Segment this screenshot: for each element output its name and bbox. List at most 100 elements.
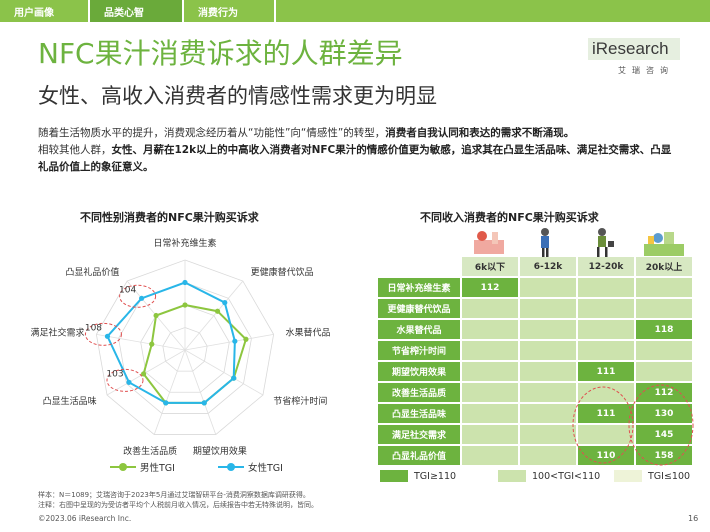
col-header: 12-20k — [578, 257, 634, 276]
table-cell — [578, 299, 634, 318]
table-cell — [520, 425, 576, 444]
col-header: 20k以上 — [636, 257, 692, 276]
footnotes: 样本：N＝1089；艾瑞咨询于2023年5月通过艾瑞智研平台-消费洞察数据库调研… — [38, 491, 558, 510]
radar-grid-ring — [118, 282, 252, 414]
table-cell — [462, 404, 518, 423]
row-label: 日常补充维生素 — [378, 278, 460, 297]
radar-axis-label: 水果替代品 — [285, 326, 330, 338]
legend-label-low: TGI≤100 — [648, 470, 691, 482]
table-cell — [636, 341, 692, 360]
radar-grid-ring — [95, 259, 275, 435]
radar-point — [153, 312, 159, 319]
row-label: 水果替代品 — [378, 320, 460, 339]
table-cell — [520, 383, 576, 402]
table-cell: 130 — [636, 404, 692, 423]
tab-consumer-behavior[interactable]: 消费行为 — [184, 0, 274, 22]
radar-point — [243, 336, 249, 342]
row-label: 改善生活品质 — [378, 383, 460, 402]
radar-grid-ring — [140, 304, 230, 393]
table-row: 改善生活品质 112 — [378, 383, 694, 402]
iresearch-logo: iResearch 艾瑞咨询 — [588, 38, 684, 78]
radar-point — [149, 341, 155, 347]
nav-bar-fill — [276, 0, 710, 22]
radar-spoke — [153, 349, 186, 435]
radar-point — [182, 302, 188, 308]
legend-label-mid: 100<TGI<110 — [532, 470, 601, 482]
table-cell — [462, 320, 518, 339]
mid-low-income-icon — [541, 228, 549, 257]
tab-category-mindset[interactable]: 品类心智 — [90, 0, 182, 22]
table-legend-mid: 100<TGI<110 — [498, 470, 600, 482]
radar-point — [201, 400, 207, 406]
intro-paragraph: 随着生活物质水平的提升，消费观念经历着从“功能性”向“情感性”的转型，消费者自我… — [38, 125, 678, 176]
logo-text: iResearch — [592, 39, 669, 58]
radar-point — [232, 338, 238, 344]
table-cell — [462, 425, 518, 444]
radar-series-line — [142, 303, 248, 404]
radar-grid-ring — [162, 327, 208, 372]
copyright: ©2023.06 iResearch Inc. — [38, 514, 132, 523]
table-cell: 145 — [636, 425, 692, 444]
radar-chart-title: 不同性别消费者的NFC果汁购买诉求 — [80, 211, 259, 224]
table-chart-title: 不同收入消费者的NFC果汁购买诉求 — [420, 211, 599, 224]
table-row: 节省榨汁时间 — [378, 341, 694, 360]
legend-label-high: TGI≥110 — [414, 470, 457, 482]
row-label: 期望饮用效果 — [378, 362, 460, 381]
radar-spoke — [96, 333, 186, 351]
table-cell: 112 — [636, 383, 692, 402]
col-header: 6-12k — [520, 257, 576, 276]
female-legend-label: 女性TGI — [248, 463, 283, 474]
radar-axis-label: 改善生活品质 — [123, 445, 177, 457]
top-nav: 用户画像 品类心智 消费行为 — [0, 0, 710, 22]
row-label: 节省榨汁时间 — [378, 341, 460, 360]
table-cell: 111 — [578, 404, 634, 423]
table-row: 凸显生活品味 111 130 — [378, 404, 694, 423]
highlight-circle — [106, 368, 144, 392]
female-legend-swatch — [218, 463, 244, 471]
high-income-icon — [644, 232, 684, 256]
table-cell — [520, 362, 576, 381]
table-cell — [462, 383, 518, 402]
table-cell — [578, 320, 634, 339]
table-cell: 158 — [636, 446, 692, 465]
table-row: 更健康替代饮品 — [378, 299, 694, 318]
tgi-value-label: 108 — [85, 323, 102, 333]
intro-text-2: 相较其他人群， — [38, 144, 112, 156]
table-legend-low: TGI≤100 — [614, 470, 690, 482]
radar-spoke — [106, 349, 186, 396]
radar-point — [182, 279, 188, 286]
table-cell — [520, 341, 576, 360]
legend-swatch-mid — [498, 470, 526, 482]
tab-user-profile[interactable]: 用户画像 — [0, 0, 88, 22]
income-tgi-table: 6k以下 6-12k 12-20k 20k以上 日常补充维生素 112 更健康替代饮… — [378, 257, 694, 467]
tgi-value-label: 104 — [119, 285, 136, 295]
remark-note: 注释：右图中呈现的为受访者平均个人税前月收入情况，后续报告中若无特殊说明，皆同。 — [38, 500, 318, 509]
radar-legend-female: 女性TGI — [218, 460, 283, 474]
radar-spoke — [184, 349, 264, 396]
table-cell — [578, 278, 634, 297]
radar-point — [214, 308, 221, 314]
table-cell: 118 — [636, 320, 692, 339]
table-cell — [462, 299, 518, 318]
radar-axis-label: 满足社交需求 — [31, 326, 85, 338]
radar-point — [222, 300, 228, 306]
table-legend-high: TGI≥110 — [380, 470, 456, 482]
table-row: 水果替代品 118 — [378, 320, 694, 339]
radar-legend-male: 男性TGI — [110, 460, 175, 474]
table-cell — [520, 320, 576, 339]
table-row: 期望饮用效果 111 — [378, 362, 694, 381]
intro-text-1: 随着生活物质水平的提升，消费观念经历着从“功能性”向“情感性”的转型， — [38, 127, 386, 139]
table-cell — [578, 341, 634, 360]
radar-point — [126, 379, 132, 385]
logo-background — [588, 38, 680, 60]
row-label: 满足社交需求 — [378, 425, 460, 444]
col-header: 6k以下 — [462, 257, 518, 276]
radar-point — [163, 400, 169, 406]
mid-high-income-icon — [597, 228, 614, 257]
table-cell — [520, 446, 576, 465]
table-row: 满足社交需求 145 — [378, 425, 694, 444]
row-label: 更健康替代饮品 — [378, 299, 460, 318]
page-number: 16 — [688, 514, 699, 523]
male-legend-swatch — [110, 463, 136, 471]
